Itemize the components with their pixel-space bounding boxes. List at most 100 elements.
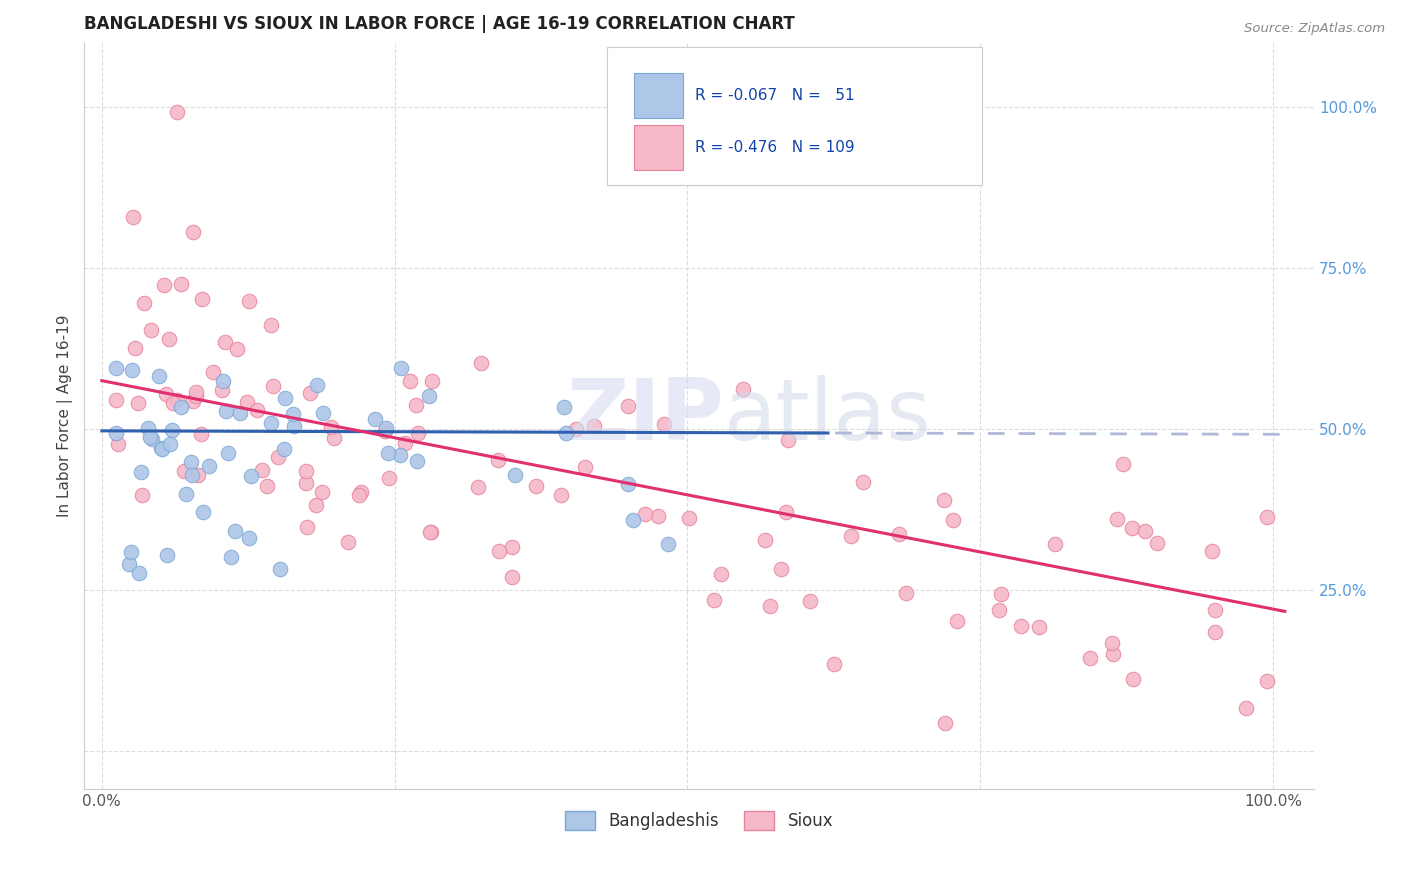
Point: [647, 509, 669, 524]
Point: [839, 528, 862, 542]
Point: [1204, 625, 1226, 640]
FancyBboxPatch shape: [634, 125, 683, 169]
Point: [166, 104, 188, 119]
Point: [214, 334, 236, 349]
Point: [121, 363, 143, 377]
Point: [1102, 648, 1125, 662]
Point: [155, 386, 177, 401]
Point: [350, 484, 373, 499]
Point: [378, 471, 401, 485]
Point: [374, 425, 396, 439]
Point: [1133, 524, 1156, 538]
Point: [633, 507, 655, 521]
Point: [946, 614, 969, 628]
Point: [160, 423, 183, 437]
Point: [616, 399, 638, 413]
Point: [322, 431, 344, 445]
Point: [1256, 674, 1278, 689]
Point: [1122, 672, 1144, 686]
Point: [501, 570, 523, 584]
Y-axis label: In Labor Force | Age 16-19: In Labor Force | Age 16-19: [58, 315, 73, 517]
Point: [1101, 636, 1123, 650]
Point: [852, 475, 875, 489]
Point: [120, 545, 142, 559]
Point: [181, 393, 204, 408]
Point: [191, 292, 214, 306]
Point: [266, 450, 288, 465]
Point: [754, 533, 776, 548]
Point: [731, 382, 754, 396]
Point: [486, 453, 509, 467]
Point: [260, 318, 283, 332]
Point: [889, 526, 911, 541]
Point: [250, 462, 273, 476]
Point: [166, 393, 188, 408]
Point: [657, 536, 679, 550]
Point: [240, 469, 263, 483]
Point: [799, 593, 821, 607]
Text: BANGLADESHI VS SIOUX IN LABOR FORCE | AGE 16-19 CORRELATION CHART: BANGLADESHI VS SIOUX IN LABOR FORCE | AG…: [84, 15, 794, 33]
Point: [217, 446, 239, 460]
Point: [934, 716, 956, 731]
Point: [467, 480, 489, 494]
Point: [127, 395, 149, 409]
Point: [1045, 537, 1067, 551]
Point: [470, 356, 492, 370]
FancyBboxPatch shape: [634, 73, 683, 118]
Point: [550, 488, 572, 502]
Point: [987, 602, 1010, 616]
Point: [134, 295, 156, 310]
Point: [190, 427, 212, 442]
Point: [256, 479, 278, 493]
Point: [1111, 458, 1133, 472]
Point: [152, 277, 174, 292]
Point: [503, 467, 526, 482]
Point: [617, 477, 640, 491]
Point: [155, 548, 177, 562]
Point: [176, 487, 198, 501]
Point: [215, 404, 238, 418]
Point: [150, 441, 173, 455]
Point: [420, 374, 443, 388]
Point: [295, 464, 318, 478]
Point: [776, 433, 799, 447]
Point: [260, 416, 283, 430]
Point: [388, 448, 411, 462]
Point: [524, 479, 547, 493]
Point: [1234, 700, 1257, 714]
Point: [565, 422, 588, 436]
Text: Source: ZipAtlas.com: Source: ZipAtlas.com: [1244, 22, 1385, 36]
Point: [238, 532, 260, 546]
Point: [652, 417, 675, 431]
Point: [186, 385, 208, 400]
Point: [405, 398, 427, 412]
Point: [394, 435, 416, 450]
Point: [321, 420, 343, 434]
Point: [398, 374, 420, 388]
Point: [574, 459, 596, 474]
Point: [219, 549, 242, 564]
Point: [295, 476, 318, 491]
Point: [162, 396, 184, 410]
Point: [823, 657, 845, 672]
FancyBboxPatch shape: [607, 46, 981, 185]
Point: [1204, 603, 1226, 617]
Point: [405, 454, 427, 468]
Point: [501, 540, 523, 554]
Text: atlas: atlas: [724, 375, 932, 458]
Point: [273, 442, 295, 456]
Point: [678, 510, 700, 524]
Point: [553, 400, 575, 414]
Point: [304, 499, 326, 513]
Point: [1146, 535, 1168, 549]
Point: [283, 407, 305, 421]
Point: [180, 455, 202, 469]
Point: [554, 426, 576, 441]
Point: [105, 393, 128, 408]
Point: [157, 332, 180, 346]
Point: [186, 389, 208, 403]
Point: [621, 513, 644, 527]
Point: [236, 395, 259, 409]
Point: [770, 562, 793, 576]
Point: [1078, 651, 1101, 665]
